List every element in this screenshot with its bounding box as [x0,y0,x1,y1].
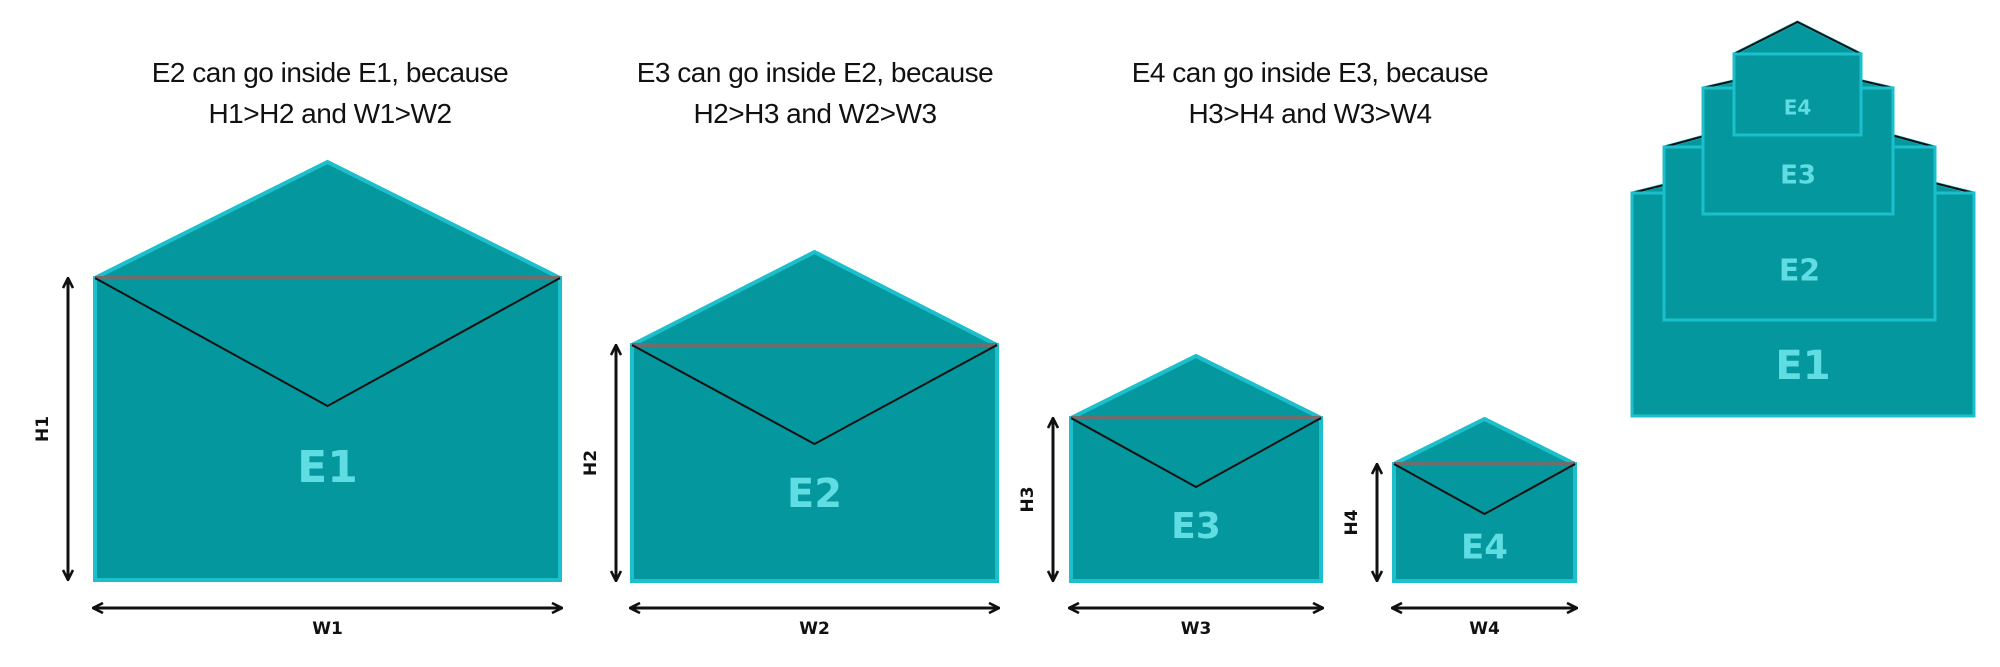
envelope-flap [631,249,998,347]
envelope-fold-line [94,277,561,408]
envelope-body [1392,462,1577,583]
envelope-e1: E1 H1 W1 [33,159,562,639]
width-label: W4 [1469,619,1500,639]
envelope-body [630,343,999,583]
caption-line-1: E3 can go inside E2, because [636,57,994,88]
width-label: W2 [799,619,830,639]
envelope-label: E1 [1775,343,1830,389]
flap-outline [1733,20,1862,55]
caption-line-2: H2>H3 and W2>W3 [693,98,937,129]
envelope-flap [1393,416,1576,466]
height-label: H1 [33,416,53,442]
envelope-fold-line [631,344,998,446]
envelope-label: E3 [1171,506,1221,547]
envelope-label: E2 [1779,254,1820,289]
envelopes-layer: E1 H1 W1 E2 H2 W2 E3 H3 W3 E4 H4 W4 [33,159,1577,639]
envelope-e2: E2 H2 W2 [581,249,999,639]
envelope-fold-line [1393,463,1576,516]
envelope-label: E1 [297,442,358,493]
envelope-label: E4 [1784,96,1812,120]
height-label: H3 [1018,486,1038,512]
envelope-label: E2 [787,471,842,517]
envelope-flap [1733,20,1862,56]
caption-e4-in-e3: E4 can go inside E3, because H3>H4 and W… [1110,52,1510,134]
envelope-fold-line [1070,417,1322,489]
height-label: H2 [581,450,601,476]
width-label: W3 [1181,619,1212,639]
envelope-flap [94,159,561,280]
envelope-body [1732,52,1863,137]
caption-e3-in-e2: E3 can go inside E2, because H2>H3 and W… [615,52,1015,134]
caption-e2-in-e1: E2 can go inside E1, because H1>H2 and W… [130,52,530,134]
caption-line-1: E2 can go inside E1, because [151,57,509,88]
envelope-e4: E4 H4 W4 [1342,416,1577,639]
envelope-body [1069,416,1323,583]
nested-envelope-stack: E1 E2 E3 E4 [1630,20,1976,418]
stacked-envelope-e4: E4 [1732,20,1863,137]
envelope-flap [1070,353,1322,420]
caption-line-2: H1>H2 and W1>W2 [208,98,452,129]
envelope-e3: E3 H3 W3 [1018,353,1323,639]
envelope-label: E4 [1461,528,1508,568]
caption-line-2: H3>H4 and W3>W4 [1188,98,1432,129]
height-label: H4 [1342,509,1362,535]
width-label: W1 [312,619,343,639]
envelope-body [93,276,562,582]
caption-line-1: E4 can go inside E3, because [1131,57,1489,88]
envelope-label: E3 [1780,161,1816,191]
